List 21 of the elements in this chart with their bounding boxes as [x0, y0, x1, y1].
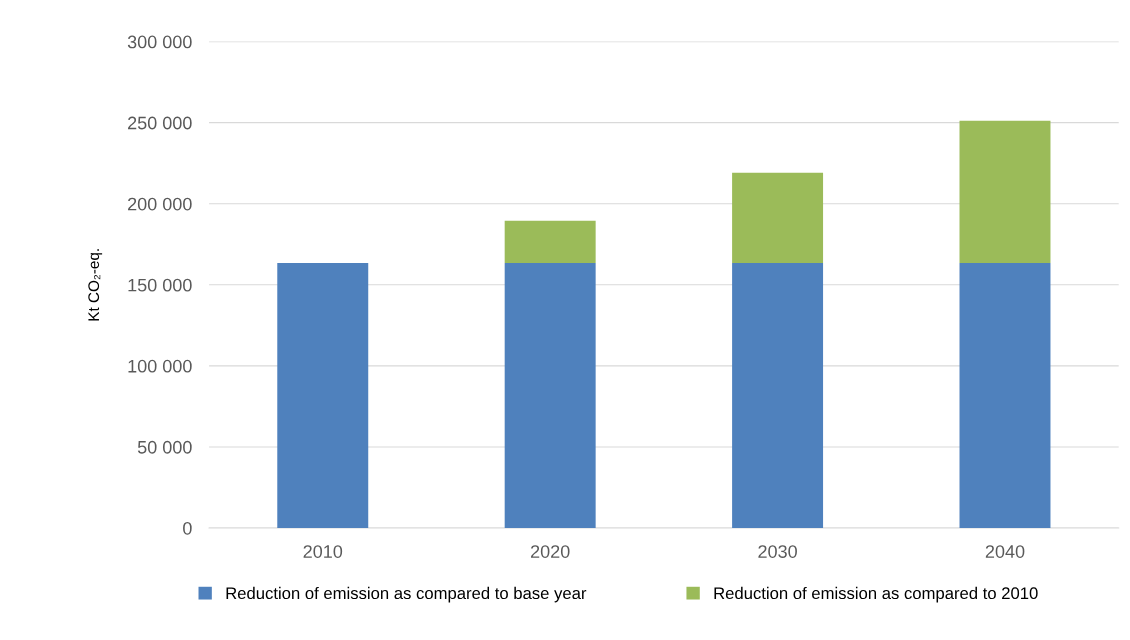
bar [959, 120, 1051, 263]
legend-label: Reduction of emission as compared to 2010 [714, 586, 1038, 603]
y-axis-title: Kt CO₂-eq. [88, 249, 103, 321]
x-tick-label: 2030 [758, 545, 797, 558]
bar [959, 262, 1051, 528]
bar [732, 262, 824, 528]
x-tick-label: 2010 [303, 545, 343, 558]
bar [732, 172, 824, 263]
y-tick-label: 0 [183, 521, 192, 535]
legend-label: Reduction of emission as compared to base year [226, 586, 587, 603]
y-tick-label: 50 000 [137, 440, 192, 454]
x-tick-label: 2020 [531, 545, 570, 558]
y-tick-label: 250 000 [128, 116, 192, 130]
y-tick-label: 150 000 [128, 278, 192, 292]
bar [504, 262, 596, 528]
y-tick-label: 100 000 [128, 359, 192, 373]
x-tick-label: 2040 [985, 545, 1025, 558]
y-tick-label: 200 000 [128, 197, 192, 211]
bar [504, 220, 596, 263]
y-tick-label: 300 000 [127, 35, 192, 49]
bar [277, 262, 369, 528]
